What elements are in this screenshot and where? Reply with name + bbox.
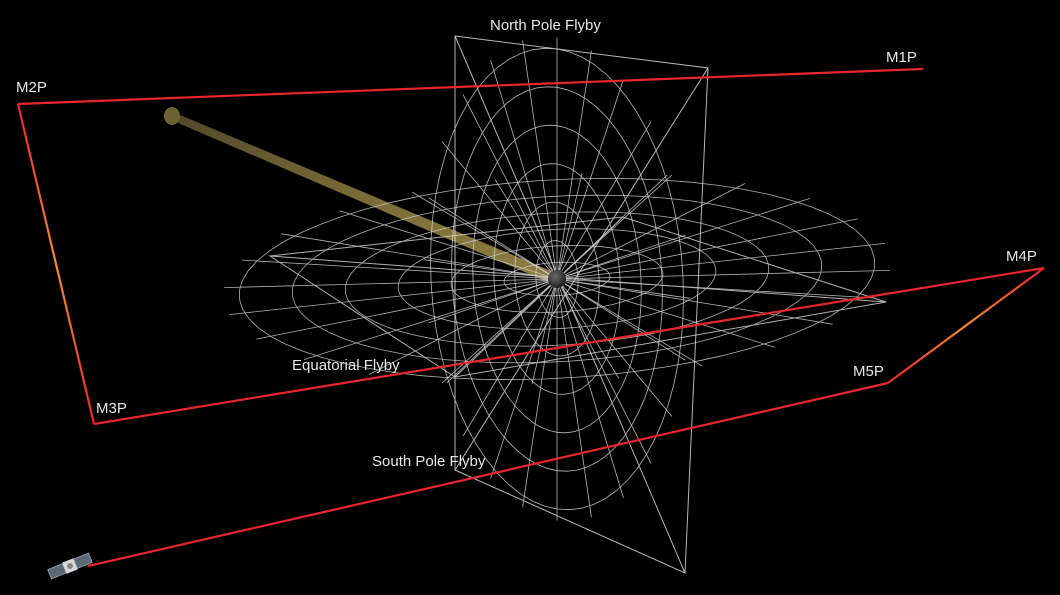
label-north-pole-flyby: North Pole Flyby bbox=[490, 17, 601, 34]
trajectory-m1p-m2p bbox=[17, 67, 924, 106]
label-m4p: M4P bbox=[1006, 248, 1037, 265]
sunlight-beam-icon bbox=[164, 107, 555, 285]
label-m1p: M1P bbox=[886, 49, 917, 66]
label-equatorial-flyby: Equatorial Flyby bbox=[292, 357, 400, 374]
trajectory-m4p-m5p bbox=[887, 267, 1045, 384]
trajectory-m2p-m3p bbox=[16, 103, 96, 425]
trajectory-m5p-approach bbox=[87, 381, 889, 568]
asteroid-body-icon bbox=[548, 270, 566, 288]
trajectory-m3p-m4p bbox=[93, 266, 1045, 426]
label-m3p: M3P bbox=[96, 400, 127, 417]
label-south-pole-flyby: South Pole Flyby bbox=[372, 453, 486, 470]
spacecraft-icon bbox=[47, 552, 93, 580]
polar-plane-grid bbox=[424, 35, 709, 574]
label-m2p: M2P bbox=[16, 79, 47, 96]
trajectory-path bbox=[16, 67, 1045, 568]
label-m5p: M5P bbox=[853, 363, 884, 380]
